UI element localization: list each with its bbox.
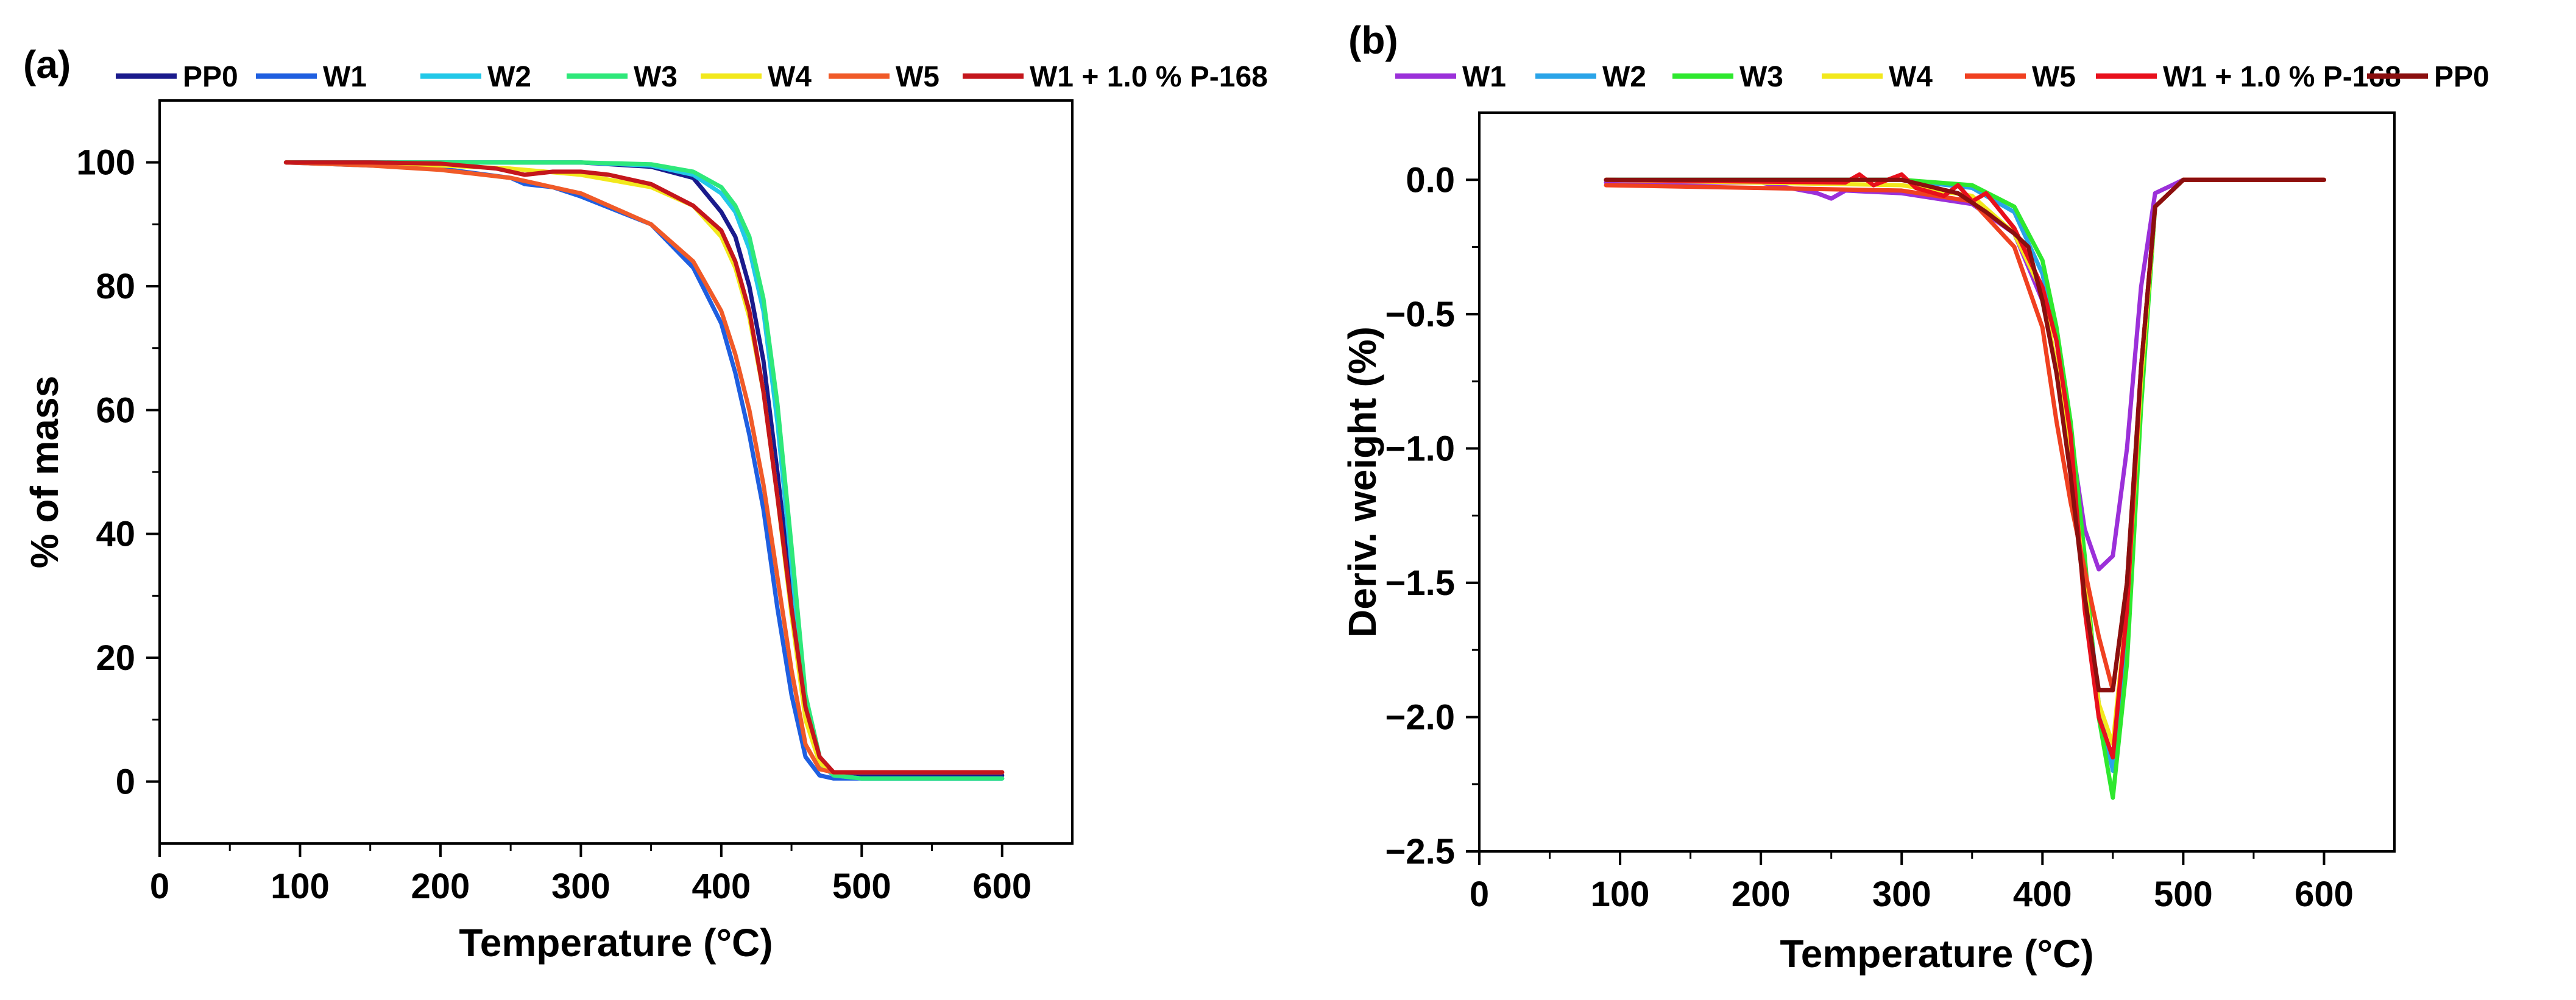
panel-b-x-axis-title: Temperature (°C) [1780, 932, 2093, 976]
panel-b-y-tick-label: 0.0 [1406, 160, 1455, 200]
panel-b-chart: 0 100 200 300 400 500 600 0.0 −0.5 −1.0 −1.5 −2.0 −2… [1340, 18, 2489, 976]
panel-a-series-line-6 [283, 160, 1005, 775]
panel-a-legend-label-2: W1 [323, 61, 367, 93]
panel-b-y-axis-title: Deriv. weight (%) [1340, 326, 1384, 638]
panel-a-series-line-5 [283, 160, 1005, 775]
panel-b-x-tick-label: 300 [1872, 875, 1931, 914]
panel-a-y-tick-label: 40 [96, 515, 135, 554]
panel-a-x-tick-label: 500 [832, 867, 891, 906]
panel-b-legend-label-5: W5 [2032, 61, 2076, 93]
panel-a-legend-label-3: W2 [487, 61, 531, 93]
panel-b-legend-label-3: W3 [1739, 61, 1783, 93]
panel-a-x-tick-label: 100 [271, 867, 330, 906]
panel-b-x-tick-label: 500 [2154, 875, 2213, 914]
panel-b-label: (b) [1348, 18, 1398, 62]
panel-a-y-tick-label: 80 [96, 267, 135, 306]
panel-b-legend-label-2: W2 [1602, 61, 1646, 93]
panel-a-legend-label-5: W4 [768, 61, 812, 93]
panel-b-x-tick-label: 600 [2295, 875, 2354, 914]
panel-b-series-line-3 [1604, 177, 2326, 800]
panel-a-y-tick-label: 100 [76, 143, 135, 183]
panel-a-series-line-2 [283, 160, 1005, 781]
panel-b-series-line-4 [1604, 177, 2326, 747]
panel-a-series-line-1 [283, 160, 1005, 778]
panel-b-legend-label-4: W4 [1889, 61, 1933, 93]
panel-a-y-tick-label: 60 [96, 390, 135, 430]
panel-a-legend-label-7: W1 + 1.0 % P-168 [1030, 61, 1268, 93]
panel-a-series-line-7 [283, 160, 1005, 775]
panel-a-x-tick-label: 0 [150, 867, 169, 906]
panel-a-x-tick-label: 300 [551, 867, 610, 906]
panel-b-y-tick-label: −2.0 [1385, 697, 1456, 737]
panel-a-y-tick-label: 20 [96, 638, 135, 678]
panel-a-y-tick-label: 0 [116, 762, 135, 801]
panel-a-label: (a) [23, 43, 71, 86]
panel-b-y-tick-label: −1.5 [1385, 563, 1456, 603]
panel-b-legend-label-1: W1 [1462, 61, 1506, 93]
panel-b-x-tick-label: 400 [2013, 875, 2072, 914]
panel-b-series-line-7 [1604, 177, 2326, 692]
panel-b-axes-frame [1478, 111, 2396, 853]
panel-b-legend-label-7: PP0 [2434, 61, 2489, 93]
panel-a-x-tick-label: 600 [972, 867, 1031, 906]
panel-a-chart: 0 100 200 300 400 500 600 0 20 40 60 80 100 Temperatu… [23, 43, 1268, 965]
panel-b-x-tick-label: 200 [1732, 875, 1791, 914]
panel-a-x-tick-label: 400 [692, 867, 751, 906]
panel-a-series-line-3 [283, 160, 1005, 781]
panel-a-series-line-4 [283, 160, 1005, 781]
panel-a-legend-label-1: PP0 [183, 61, 238, 93]
panel-a-y-axis-title: % of mass [23, 376, 66, 569]
panel-b-series-line-6 [1604, 172, 2326, 760]
panel-b-y-tick-label: −2.5 [1385, 832, 1456, 871]
panel-a-x-axis-title: Temperature (°C) [459, 921, 773, 965]
panel-b-x-tick-label: 0 [1470, 875, 1489, 914]
panel-a-x-tick-label: 200 [411, 867, 470, 906]
panel-b-series-line-2 [1604, 177, 2326, 773]
panel-a-legend-label-4: W3 [634, 61, 678, 93]
panel-b-series-line-1 [1604, 177, 2326, 572]
panel-b-legend-label-6: W1 + 1.0 % P-168 [2163, 61, 2401, 93]
panel-b-x-tick-label: 100 [1591, 875, 1650, 914]
panel-b-y-tick-label: −1.0 [1385, 429, 1456, 468]
panel-b-series-line-5 [1604, 177, 2326, 692]
panel-b-y-tick-label: −0.5 [1385, 295, 1456, 334]
panel-a-legend-label-6: W5 [896, 61, 939, 93]
